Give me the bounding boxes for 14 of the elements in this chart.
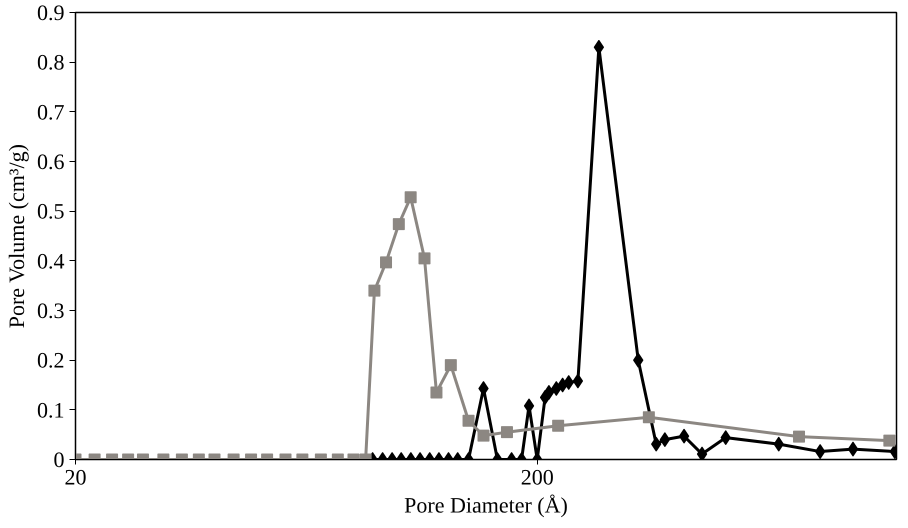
x-tick-label: 20 [64,464,86,490]
y-tick-label: 0.4 [37,248,64,274]
y-tick-label: 0.7 [37,99,64,124]
y-tick-label: 0.1 [37,397,64,422]
y-tick-label: 0.8 [37,50,64,75]
y-tick-label: 0.5 [37,198,64,224]
x-tick-label: 200 [520,464,554,490]
x-axis-title: Pore Diameter (Å) [404,492,568,518]
y-tick-label: 0 [54,447,64,472]
y-tick-label: 0.6 [37,149,64,174]
y-axis-title: Pore Volume (cm³/g) [4,144,29,328]
y-tick-label: 0.9 [37,0,64,25]
y-tick-label: 0.3 [37,298,64,323]
y-tick-label: 0.2 [37,348,64,373]
